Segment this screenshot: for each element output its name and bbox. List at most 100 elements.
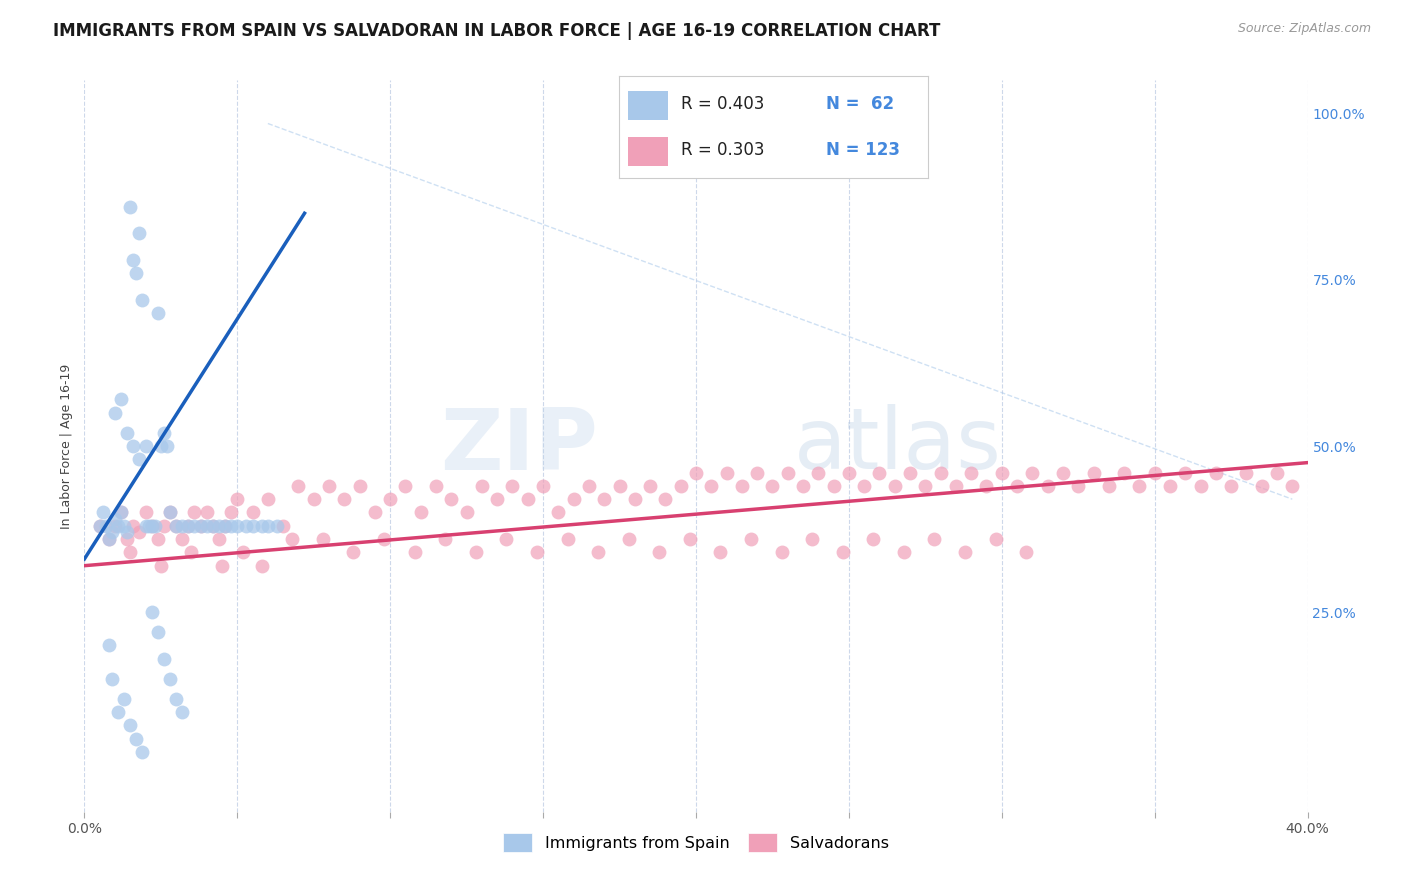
Point	[1083, 466, 1105, 480]
Bar	[628, 91, 668, 120]
Point	[135, 518, 157, 533]
Point	[945, 479, 967, 493]
Point	[172, 532, 194, 546]
Point	[1250, 479, 1272, 493]
Point	[953, 545, 976, 559]
Y-axis label: In Labor Force | Age 16-19: In Labor Force | Age 16-19	[60, 363, 73, 529]
Point	[516, 492, 538, 507]
Point	[991, 466, 1014, 480]
Point	[898, 466, 921, 480]
Point	[471, 479, 494, 493]
Point	[976, 479, 998, 493]
Point	[159, 506, 181, 520]
Point	[101, 525, 124, 540]
Point	[883, 479, 905, 493]
Point	[141, 518, 163, 533]
Point	[434, 532, 457, 546]
Point	[302, 492, 325, 507]
Point	[1128, 479, 1150, 493]
Point	[107, 705, 129, 719]
Point	[281, 532, 304, 546]
Point	[266, 518, 288, 533]
Point	[172, 705, 194, 719]
Point	[1098, 479, 1121, 493]
Point	[232, 545, 254, 559]
Point	[135, 439, 157, 453]
Point	[226, 492, 249, 507]
Point	[208, 518, 231, 533]
Point	[502, 479, 524, 493]
Point	[250, 558, 273, 573]
Point	[823, 479, 845, 493]
Point	[110, 506, 132, 520]
Point	[380, 492, 402, 507]
Point	[101, 672, 124, 686]
Point	[1265, 466, 1288, 480]
Point	[404, 545, 426, 559]
Point	[120, 545, 142, 559]
Text: Source: ZipAtlas.com: Source: ZipAtlas.com	[1237, 22, 1371, 36]
Text: ZIP: ZIP	[440, 404, 598, 488]
Point	[226, 518, 249, 533]
Point	[679, 532, 702, 546]
Point	[180, 545, 202, 559]
Point	[183, 518, 205, 533]
Point	[287, 479, 309, 493]
Point	[586, 545, 609, 559]
Point	[1143, 466, 1166, 480]
Point	[333, 492, 356, 507]
Point	[853, 479, 876, 493]
Point	[211, 558, 233, 573]
Point	[578, 479, 600, 493]
Text: R = 0.303: R = 0.303	[681, 141, 763, 159]
Point	[1052, 466, 1074, 480]
Point	[547, 506, 569, 520]
Point	[617, 532, 640, 546]
Point	[960, 466, 983, 480]
Point	[110, 392, 132, 407]
Point	[242, 506, 264, 520]
Point	[831, 545, 853, 559]
Point	[669, 479, 692, 493]
Point	[149, 558, 172, 573]
Point	[1281, 479, 1303, 493]
Point	[862, 532, 884, 546]
Point	[624, 492, 647, 507]
Point	[201, 518, 224, 533]
Point	[1205, 466, 1227, 480]
Point	[486, 492, 509, 507]
Point	[770, 545, 793, 559]
Point	[440, 492, 463, 507]
Point	[1189, 479, 1212, 493]
Point	[112, 691, 135, 706]
Point	[94, 518, 117, 533]
Point	[731, 479, 754, 493]
Point	[685, 466, 707, 480]
Point	[183, 506, 205, 520]
Point	[97, 532, 120, 546]
Bar	[628, 137, 668, 166]
Point	[89, 518, 111, 533]
Point	[115, 425, 138, 440]
Point	[593, 492, 616, 507]
Point	[153, 518, 176, 533]
Point	[201, 518, 224, 533]
Point	[115, 525, 138, 540]
Legend: Immigrants from Spain, Salvadorans: Immigrants from Spain, Salvadorans	[496, 826, 896, 859]
Point	[128, 452, 150, 467]
Text: N =  62: N = 62	[825, 95, 894, 112]
Point	[104, 512, 127, 526]
Point	[219, 518, 242, 533]
Point	[97, 639, 120, 653]
Point	[526, 545, 548, 559]
Point	[135, 506, 157, 520]
Point	[464, 545, 486, 559]
Point	[1220, 479, 1243, 493]
Point	[120, 200, 142, 214]
Point	[214, 518, 236, 533]
Point	[146, 532, 169, 546]
Point	[984, 532, 1007, 546]
Point	[409, 506, 432, 520]
Point	[242, 518, 264, 533]
Point	[364, 506, 387, 520]
